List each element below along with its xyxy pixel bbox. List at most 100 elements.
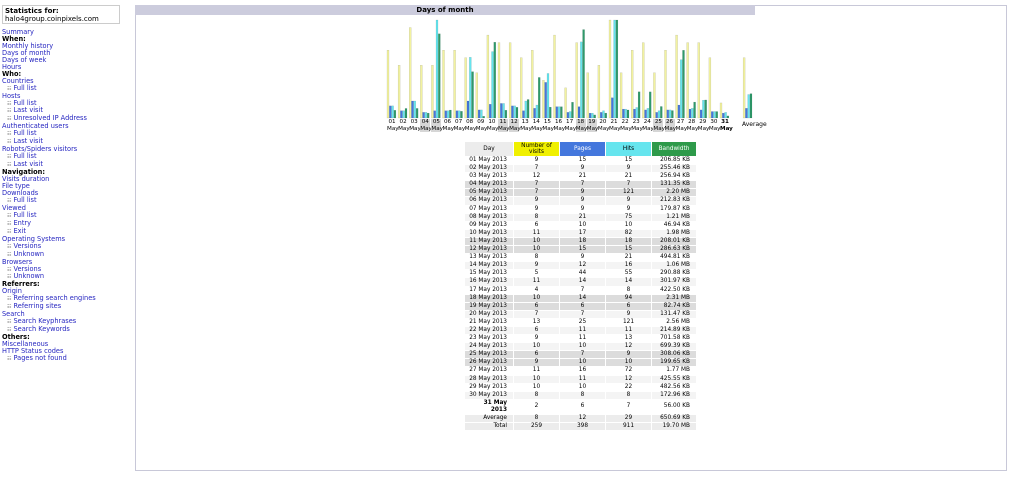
menu-item[interactable]: Summary — [2, 28, 34, 36]
table-row: 02 May 2013 7 9 9 255.46 KB — [465, 165, 696, 173]
menu-subitem[interactable]: Full list — [2, 99, 130, 108]
menu-subitem[interactable]: Full list — [2, 196, 130, 205]
menu-subitem[interactable]: Exit — [2, 227, 130, 236]
menu-subitem[interactable]: Referring search engines — [2, 295, 130, 303]
average-hits-bar — [747, 94, 750, 119]
x-tick-label: 30 May — [709, 119, 721, 132]
menu-item[interactable]: Hours — [2, 62, 22, 71]
menu-item[interactable]: Viewed — [2, 203, 26, 212]
cell-hits: 10 — [624, 221, 633, 228]
menu-section-header: Who: — [2, 69, 22, 78]
table-row: 11 May 2013 10 18 18 208.01 KB — [465, 237, 696, 246]
menu-subitem[interactable]: Entry — [2, 219, 130, 228]
menu-item[interactable]: Downloads — [2, 188, 39, 197]
menu-subitem[interactable]: Full list — [2, 153, 130, 161]
cell-visits: 10 — [514, 375, 559, 383]
table-row: 25 May 2013 6 7 9 308.06 KB — [465, 351, 696, 359]
hits-bar — [657, 110, 661, 119]
cell-day: 17 May 2013 — [469, 286, 507, 293]
menu-subitem[interactable]: Full list — [2, 211, 130, 220]
table-row: 21 May 2013 13 25 121 2.56 MB — [465, 319, 696, 326]
visits-bar — [520, 57, 523, 119]
cell-hits: 82 — [606, 229, 651, 237]
cell-visits: 7 — [514, 310, 559, 318]
cell-pages: 7 — [560, 351, 605, 359]
table-header-row: Day Number of visits Pages Hits Bandwidt… — [465, 142, 696, 156]
menu-item[interactable]: Monthly history — [2, 41, 54, 50]
cell-visits: 11 — [532, 367, 541, 374]
cell-visits: 7 — [514, 189, 559, 197]
hits-bar — [546, 73, 550, 119]
x-tick-month: May — [675, 125, 688, 132]
cell-pages: 14 — [560, 294, 605, 302]
x-tick-label: 17 May — [565, 119, 577, 132]
menu-item[interactable]: Robots/Spiders visitors — [2, 145, 78, 154]
menu-item[interactable]: Operating Systems — [2, 234, 66, 243]
menu-item[interactable]: Days of week — [2, 55, 47, 64]
x-tick-day: 03 — [410, 119, 418, 125]
x-tick-day: 14 — [532, 119, 540, 125]
hits-bar — [613, 19, 616, 119]
menu-subitem[interactable]: Versions — [2, 265, 130, 274]
menu-subitem[interactable]: Full list — [2, 84, 130, 93]
x-tick-day: 22 — [621, 119, 629, 125]
cell-bandwidth: 290.88 KB — [660, 270, 690, 277]
menu-item[interactable]: Visits duration — [2, 175, 50, 184]
menu-subitem[interactable]: Last visit — [2, 161, 130, 169]
cell-pages: 7 — [580, 286, 585, 293]
statistics-for-box: Statistics for: halo4group.coinpixels.co… — [2, 5, 120, 24]
menu-subitem[interactable]: Pages not found — [2, 354, 130, 363]
x-tick-month: May — [620, 125, 632, 132]
cell-visits: 259 — [514, 423, 559, 431]
menu-subitem[interactable]: Search Keyphrases — [2, 318, 130, 326]
cell-bandwidth: 1.06 MB — [652, 262, 696, 270]
menu-item[interactable]: Hosts — [2, 91, 21, 100]
cell-pages: 9 — [580, 254, 585, 261]
x-tick-month: May — [542, 125, 554, 132]
x-tick-label: 03 May — [409, 119, 421, 132]
x-tick-day: 24 — [643, 119, 651, 125]
cell-day: Average — [465, 415, 513, 423]
menu-subitem[interactable]: Referring sites — [2, 303, 130, 311]
cell-bandwidth: 2.56 MB — [666, 318, 690, 325]
site-hostname: halo4group.coinpixels.com — [5, 15, 99, 23]
menu-item[interactable]: Days of month — [2, 48, 51, 57]
menu-item[interactable]: HTTP Status codes — [2, 346, 64, 355]
bandwidth-bar — [726, 115, 730, 119]
menu-subitem[interactable]: Full list — [2, 130, 130, 138]
cell-visits: 4 — [534, 286, 539, 293]
menu-item[interactable]: Origin — [2, 287, 22, 296]
menu-subitem[interactable]: Unknown — [2, 250, 130, 259]
x-tick-day: 17 — [566, 119, 574, 125]
cell-bandwidth: 2.31 MB — [652, 294, 696, 302]
hits-bar — [535, 104, 539, 119]
menu-item[interactable]: Search — [2, 310, 25, 319]
cell-hits: 18 — [606, 237, 651, 246]
pages-bar — [588, 112, 592, 119]
bandwidth-bar — [560, 106, 563, 119]
menu-subitem[interactable]: Unknown — [2, 273, 130, 281]
menu-item[interactable]: Miscellaneous — [2, 340, 49, 349]
menu-subitem[interactable]: Last visit — [2, 138, 130, 146]
x-tick-label: 29 May — [698, 119, 710, 132]
menu-item[interactable]: Browsers — [2, 257, 33, 266]
menu-item[interactable]: Authenticated users — [2, 122, 69, 131]
menu-item[interactable]: Countries — [2, 76, 34, 85]
menu-subitem[interactable]: Versions — [2, 242, 130, 251]
x-tick-day: 06 — [443, 119, 452, 125]
cell-bandwidth: 212.83 KB — [652, 197, 696, 205]
bandwidth-bar — [660, 106, 663, 119]
hits-bar — [469, 57, 472, 119]
menu-item[interactable]: File type — [2, 182, 30, 191]
hits-bar — [702, 100, 705, 119]
pages-bar — [433, 110, 436, 119]
menu-subitem[interactable]: Unresolved IP Address — [2, 115, 130, 123]
cell-visits: 9 — [514, 262, 559, 270]
cell-pages: 11 — [578, 335, 587, 342]
menu-subitem[interactable]: Search Keywords — [2, 326, 130, 334]
cell-bandwidth: 131.35 KB — [652, 181, 696, 189]
table-row: Average 8 12 29 650.69 KB — [465, 415, 696, 423]
cell-day: 06 May 2013 — [465, 197, 513, 205]
cell-day: 29 May 2013 — [469, 383, 507, 390]
menu-subitem[interactable]: Last visit — [2, 107, 130, 115]
